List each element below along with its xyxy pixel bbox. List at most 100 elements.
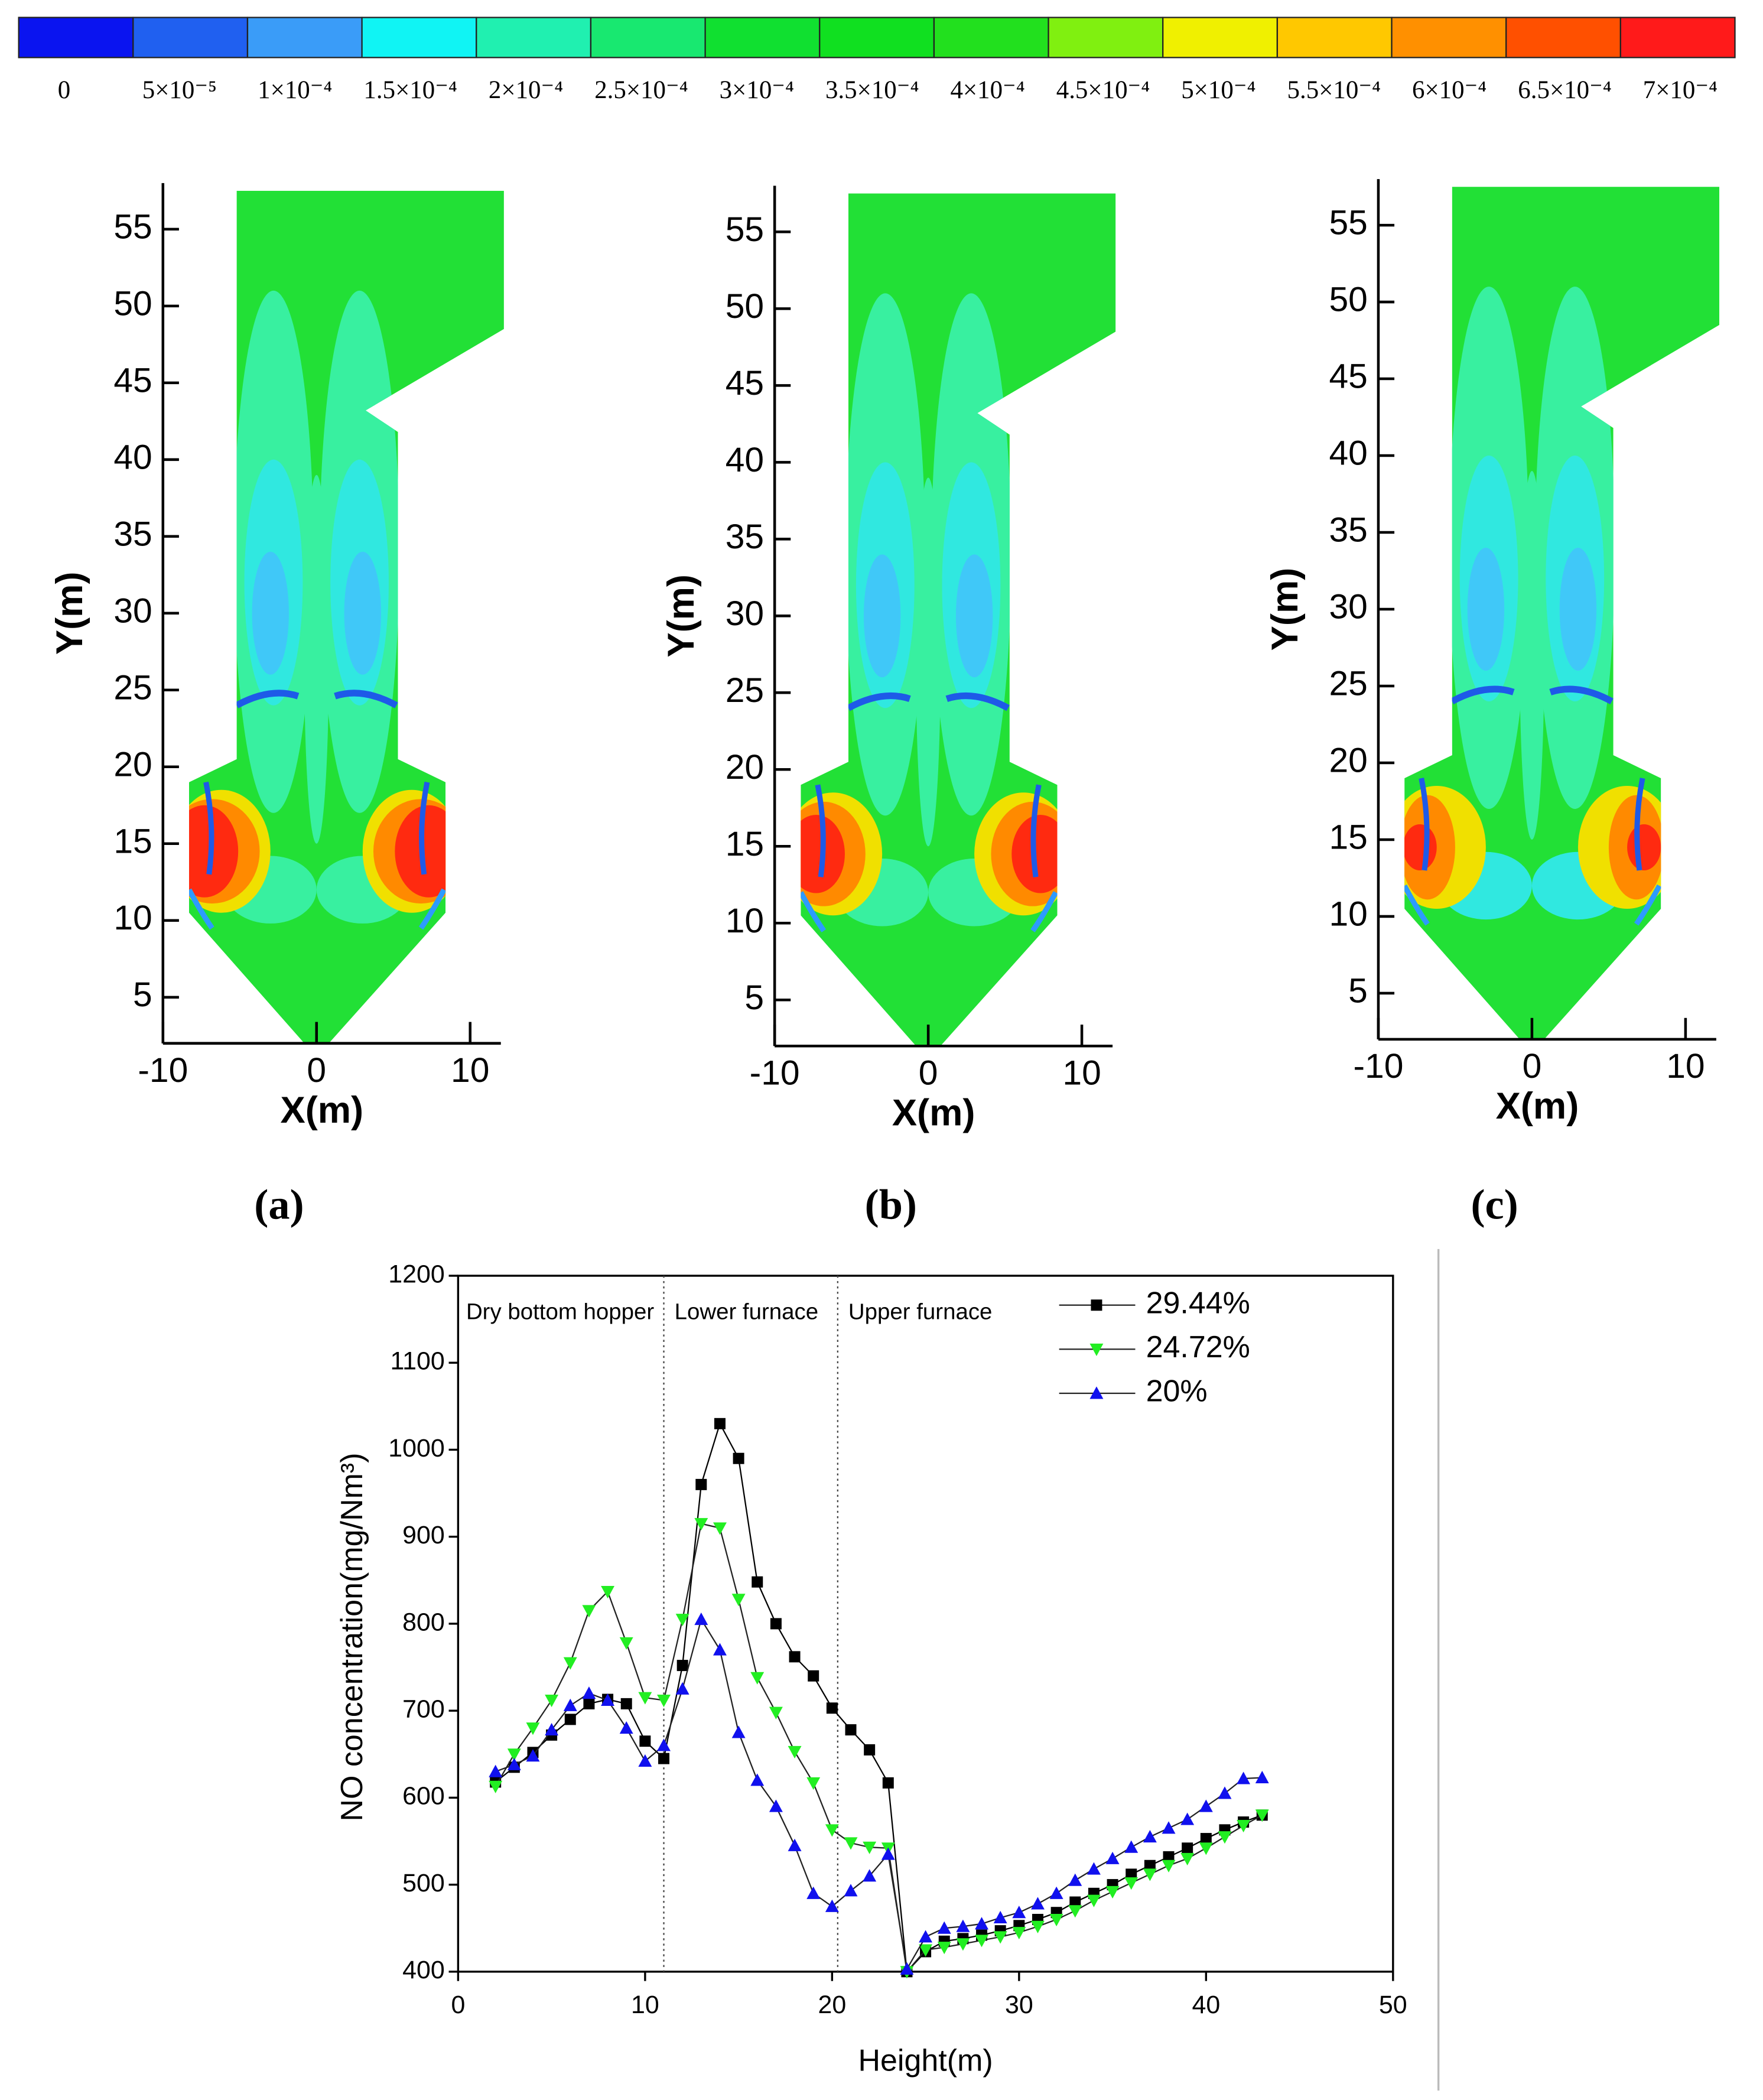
point [1200, 1833, 1212, 1845]
plot-frame [457, 1275, 1394, 1973]
point [713, 1522, 727, 1535]
colorbar-label: 2×10⁻⁴ [489, 76, 563, 104]
contour-field [188, 190, 504, 1044]
colorbar-label: 5×10⁻⁴ [1181, 76, 1255, 104]
point [1031, 1920, 1045, 1933]
y-tick-label: 800 [402, 1608, 445, 1636]
y-tick-label: 500 [402, 1869, 445, 1897]
point [789, 1651, 801, 1663]
point [844, 1837, 858, 1850]
point [658, 1753, 670, 1764]
legend-label: 29.44% [1146, 1286, 1250, 1321]
colorbar-label: 6.5×10⁻⁴ [1518, 76, 1611, 104]
y-tick-label: 40 [113, 438, 152, 476]
point [750, 1773, 765, 1786]
point [956, 1938, 970, 1951]
field-zone [955, 554, 993, 678]
y-tick-label: 50 [113, 284, 152, 323]
point [1180, 1852, 1195, 1866]
y-axis-label: Y(m) [1264, 568, 1306, 651]
x-tick-label: -10 [1353, 1047, 1403, 1085]
y-tick-label: 25 [726, 671, 764, 710]
point [881, 1847, 895, 1860]
colorbar-segment [1048, 17, 1164, 58]
x-tick-label: 10 [631, 1991, 659, 2019]
x-tick-label: 0 [919, 1054, 938, 1092]
y-tick-label: 5 [744, 979, 764, 1017]
field-zone [304, 474, 329, 844]
colorbar-label: 4×10⁻⁴ [950, 76, 1024, 104]
point [1087, 1862, 1101, 1875]
y-tick-label: 15 [726, 825, 764, 863]
point [1237, 1819, 1251, 1833]
y-tick-label: 45 [1329, 357, 1367, 396]
point [900, 1962, 914, 1975]
colorbar-label: 5×10⁻⁵ [142, 76, 217, 104]
x-tick-label: 10 [451, 1051, 489, 1090]
y-tick-label: 30 [113, 591, 152, 630]
point [882, 1777, 894, 1789]
y-axis-label: Y(m) [661, 574, 702, 658]
y-tick-label: 50 [726, 287, 764, 326]
field-zone [1520, 471, 1544, 840]
field-zone [252, 551, 289, 675]
point [582, 1605, 596, 1618]
y-axis-label: NO concentration(mg/Nm³) [335, 1453, 369, 1822]
y-tick-label: 20 [113, 745, 152, 784]
x-tick-label: 10 [1666, 1047, 1705, 1085]
point [545, 1694, 559, 1708]
y-tick-label: 15 [113, 822, 152, 860]
point [564, 1714, 576, 1725]
panel-label: (c) [1471, 1181, 1518, 1228]
point [733, 1452, 744, 1464]
point [731, 1594, 746, 1607]
point [1162, 1860, 1176, 1873]
colorbar-segment [1505, 17, 1621, 58]
y-tick-label: 10 [1329, 895, 1367, 933]
panel-label: (a) [254, 1181, 304, 1228]
y-tick-label: 45 [113, 361, 152, 399]
contour-field [801, 193, 1116, 1046]
field-zone [188, 805, 239, 898]
x-tick-label: 0 [451, 1991, 465, 2019]
x-tick-label: 30 [1005, 1991, 1033, 2019]
y-tick-label: 40 [726, 441, 764, 479]
point [1162, 1821, 1176, 1834]
point [507, 1757, 521, 1770]
colorbar-segment [476, 17, 592, 58]
point [675, 1614, 689, 1627]
point [825, 1899, 839, 1912]
legend-marker [1091, 1299, 1102, 1311]
point [1105, 1851, 1120, 1864]
field-zone [863, 554, 901, 678]
y-tick-label: 30 [726, 594, 764, 633]
x-axis-label: X(m) [892, 1092, 975, 1133]
legend-label: 20% [1146, 1374, 1208, 1409]
field-arc [188, 888, 214, 930]
field-arc [203, 781, 214, 875]
x-tick-label: 40 [1192, 1991, 1220, 2019]
point [714, 1418, 726, 1429]
point [769, 1799, 783, 1812]
y-tick-label: 30 [1329, 588, 1367, 626]
y-tick-label: 20 [726, 748, 764, 786]
region-label: Lower furnace [675, 1299, 818, 1324]
colorbar-segment [590, 17, 706, 58]
legend-marker [1089, 1343, 1104, 1356]
point [507, 1748, 521, 1761]
point [676, 1660, 688, 1672]
point [1012, 1927, 1026, 1940]
point [993, 1910, 1007, 1924]
colorbar-label: 0 [58, 76, 70, 104]
colorbar-label: 1×10⁻⁴ [258, 76, 332, 104]
field-arc [1404, 884, 1430, 926]
point [863, 1869, 877, 1882]
point [1087, 1894, 1101, 1907]
colorbar-segment [819, 17, 935, 58]
point [638, 1754, 652, 1767]
point [919, 1930, 933, 1943]
y-tick-label: 15 [1329, 818, 1367, 856]
point [770, 1618, 782, 1630]
